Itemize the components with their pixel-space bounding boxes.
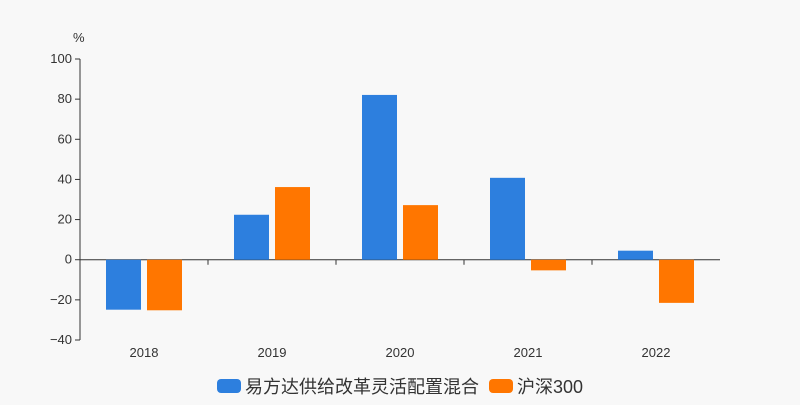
y-tick-label: 80	[58, 91, 72, 106]
legend-swatch	[216, 379, 241, 393]
legend-swatch	[488, 379, 513, 393]
bar-2022-1	[659, 259, 694, 303]
bar-2018-0	[106, 259, 141, 310]
x-tick-label: 2018	[130, 345, 159, 360]
legend-item-hs300[interactable]: 沪深300	[488, 373, 584, 399]
x-tick-label: 2019	[258, 345, 287, 360]
bar-2019-0	[234, 214, 269, 260]
x-tick-label: 2021	[514, 345, 543, 360]
y-tick-label: −40	[50, 332, 72, 347]
bar-2021-1	[531, 259, 566, 271]
bar-2018-1	[147, 259, 182, 311]
y-tick-label: 100	[50, 51, 72, 66]
y-tick-label: 60	[58, 131, 72, 146]
y-tick-label: 20	[58, 212, 72, 227]
x-tick-label: 2020	[386, 345, 415, 360]
legend-item-fund[interactable]: 易方达供给改革灵活配置混合	[216, 373, 479, 399]
legend-label: 沪深300	[516, 377, 584, 397]
y-tick-label: 0	[65, 252, 72, 267]
legend-label: 易方达供给改革灵活配置混合	[244, 377, 479, 397]
y-tick-label: 40	[58, 171, 72, 186]
bar-2022-0	[618, 250, 653, 260]
bar-2020-1	[403, 205, 438, 260]
y-unit-label: %	[73, 30, 85, 45]
x-tick-label: 2022	[642, 345, 671, 360]
bar-2021-0	[490, 177, 525, 260]
bar-2020-0	[362, 94, 397, 260]
y-tick-label: −20	[50, 292, 72, 307]
bar-2019-1	[275, 187, 310, 260]
legend: 易方达供给改革灵活配置混合 沪深300	[0, 373, 800, 399]
